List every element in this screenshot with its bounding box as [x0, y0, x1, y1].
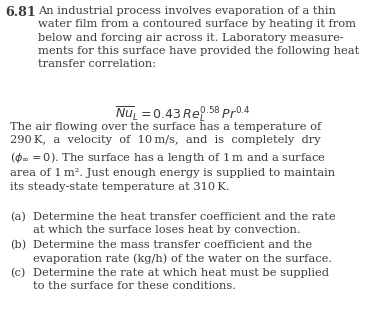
Text: (b): (b) — [10, 240, 26, 250]
Text: Determine the heat transfer coefficient and the rate
at which the surface loses : Determine the heat transfer coefficient … — [33, 212, 336, 235]
Text: Determine the mass transfer coefficient and the
evaporation rate (kg/h) of the w: Determine the mass transfer coefficient … — [33, 240, 332, 264]
Text: (a): (a) — [10, 212, 26, 222]
Text: The air flowing over the surface has a temperature of
290 K,  a  velocity  of  1: The air flowing over the surface has a t… — [10, 122, 335, 192]
Text: Determine the rate at which heat must be supplied
to the surface for these condi: Determine the rate at which heat must be… — [33, 268, 329, 291]
Text: 6.81: 6.81 — [5, 6, 36, 19]
Text: (c): (c) — [10, 268, 25, 278]
Text: An industrial process involves evaporation of a thin
water film from a contoured: An industrial process involves evaporati… — [38, 6, 359, 69]
Text: $\overline{Nu}_L = 0.43\,Re_L^{0.58}\,Pr^{0.4}$: $\overline{Nu}_L = 0.43\,Re_L^{0.58}\,Pr… — [115, 104, 251, 124]
